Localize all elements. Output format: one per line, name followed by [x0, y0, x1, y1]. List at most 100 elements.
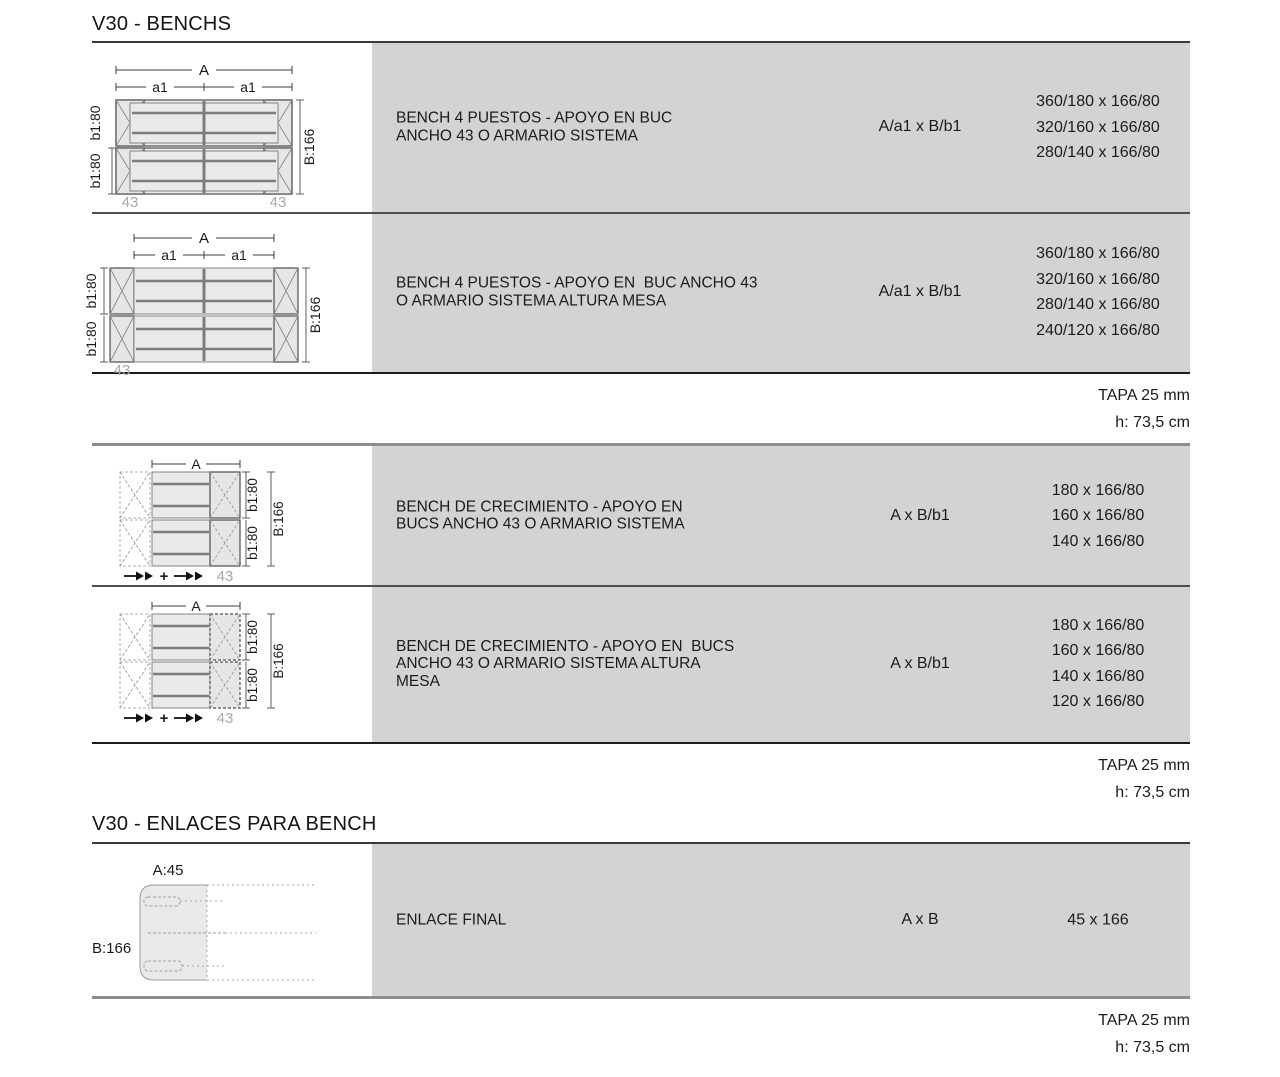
svg-text:A: A — [191, 598, 201, 614]
size-option: 160 x 166/80 — [1051, 642, 1145, 659]
dim-b1-label: b1:80 — [245, 478, 260, 512]
divider-line — [92, 41, 1190, 43]
svg-text:A: A — [199, 230, 209, 247]
description-line: BUCS ANCHO 43 O ARMARIO SISTEMA — [396, 515, 685, 533]
dimension-formula: A/a1 x B/b1 — [878, 118, 962, 135]
dim-b-label: B:166 — [271, 501, 286, 536]
height-note: h: 73,5 cm — [1115, 414, 1190, 431]
buc-width-label: 43 — [114, 362, 131, 376]
product-description: BENCH DE CRECIMIENTO - APOYO EN BUCS ANC… — [396, 637, 846, 690]
size-option: 360/180 x 166/80 — [1036, 245, 1160, 262]
dim-b1-label: b1:80 — [86, 273, 99, 308]
dim-b1-label: b1:80 — [245, 620, 260, 654]
spec-note: TAPA 25 mm h: 73,5 cm — [890, 1007, 1190, 1061]
dim-a: A — [115, 62, 293, 79]
growth-arrow-icon — [124, 713, 153, 723]
description-line: ANCHO 43 O ARMARIO SISTEMA — [396, 127, 639, 144]
description-line: ANCHO 43 O ARMARIO SISTEMA ALTURA — [396, 654, 701, 672]
dim-a: A — [133, 230, 275, 247]
bench-row-top — [151, 471, 241, 519]
buc-width-label: 43 — [217, 710, 234, 727]
product-row-bench-4-puestos-buc: BENCH 4 PUESTOS - APOYO EN BUC ANCHO 43 … — [0, 42, 1280, 212]
height-note: h: 73,5 cm — [1115, 1039, 1190, 1056]
bench-row-top — [151, 613, 241, 661]
size-option: 360/180 x 166/80 — [1036, 92, 1160, 110]
growth-arrow-icon — [174, 571, 203, 581]
size-option: 180 x 166/80 — [1051, 481, 1145, 499]
svg-text:a1: a1 — [240, 79, 256, 95]
section-title-enlaces: V30 - ENLACES PARA BENCH — [92, 813, 377, 835]
dimension-formula: A/a1 x B/b1 — [878, 283, 962, 300]
growth-arrow-icon — [124, 571, 153, 581]
growth-ghost-units — [119, 471, 151, 567]
dim-b1-label: b1:80 — [87, 153, 103, 188]
bench-row-top — [115, 99, 293, 147]
bench-crecimiento-diagram: A b1:80 b1:80 B:166 — [119, 456, 286, 585]
dim-b1-label: b1:80 — [86, 321, 99, 356]
bench-crecimiento-altura-mesa-diagram: A b1:80 b1:80 B:166 — [119, 598, 286, 727]
product-row-enlace-final: ENLACE FINAL A x B 45 x 166 — [0, 844, 1280, 996]
description-line: BENCH DE CRECIMIENTO - APOYO EN — [396, 498, 683, 515]
svg-text:A: A — [191, 456, 201, 472]
size-list: 45 x 166 — [1008, 907, 1188, 933]
dim-b-label: B:166 — [307, 296, 323, 333]
growth-arrow-icon — [174, 713, 203, 723]
description-line: O ARMARIO SISTEMA ALTURA MESA — [396, 292, 667, 309]
dim-b1-label: b1:80 — [87, 105, 103, 140]
description-line: BENCH 4 PUESTOS - APOYO EN BUC — [396, 109, 673, 127]
size-option: 45 x 166 — [1067, 911, 1129, 929]
bench-row-bottom — [115, 147, 293, 195]
description-line: BENCH 4 PUESTOS - APOYO EN BUC ANCHO 43 — [396, 274, 758, 292]
dimension-formula: A x B/b1 — [890, 654, 950, 672]
tapa-note: TAPA 25 mm — [1098, 1012, 1190, 1029]
dim-b1-label: b1:80 — [245, 526, 260, 560]
size-option: 120 x 166/80 — [1051, 693, 1145, 710]
dim-b-label: B:166 — [271, 643, 286, 678]
dim-b1-label: b1:80 — [245, 668, 260, 702]
section-top-line — [92, 443, 1190, 446]
spec-note: TAPA 25 mm h: 73,5 cm — [890, 382, 1190, 436]
size-option: 320/160 x 166/80 — [1036, 118, 1160, 136]
size-option: 240/120 x 166/80 — [1036, 321, 1160, 339]
divider-line — [92, 842, 1190, 844]
dim-a1: a1 a1 — [133, 247, 275, 263]
bench-4-puestos-buc-diagram: A a1 a1 b1:80 — [87, 62, 317, 208]
product-description: ENLACE FINAL — [396, 911, 846, 929]
description-line: BENCH DE CRECIMIENTO - APOYO EN BUCS — [396, 637, 735, 655]
enlace-final-diagram: A:45 B:166 — [92, 862, 316, 981]
size-option: 160 x 166/80 — [1051, 506, 1145, 524]
size-list: 360/180 x 166/80 320/160 x 166/80 280/14… — [1008, 89, 1188, 166]
bench-row-top — [109, 267, 299, 315]
enlace-width-label: A:45 — [153, 862, 184, 879]
spec-panel-bench-crecimiento — [372, 446, 1190, 742]
section-bottom-line — [92, 996, 1190, 999]
buc-width-label: 43 — [217, 568, 234, 585]
size-list: 360/180 x 166/80 320/160 x 166/80 280/14… — [1008, 241, 1188, 343]
product-description: BENCH 4 PUESTOS - APOYO EN BUC ANCHO 43 … — [396, 275, 846, 310]
buc-width-label: 43 — [270, 194, 287, 208]
height-note: h: 73,5 cm — [1115, 784, 1190, 801]
svg-text:A: A — [199, 62, 209, 79]
size-option: 140 x 166/80 — [1051, 532, 1145, 550]
product-row-bench-4-puestos-altura-mesa: BENCH 4 PUESTOS - APOYO EN BUC ANCHO 43 … — [0, 212, 1280, 372]
product-description: BENCH 4 PUESTOS - APOYO EN BUC ANCHO 43 … — [396, 110, 846, 145]
size-option: 280/140 x 166/80 — [1036, 296, 1160, 313]
section-title-benchs: V30 - BENCHS — [92, 13, 232, 35]
size-option: 280/140 x 166/80 — [1036, 143, 1160, 161]
spec-note: TAPA 25 mm h: 73,5 cm — [890, 752, 1190, 806]
bench-4-puestos-altura-mesa-diagram: A a1 a1 b1:80 b1:80 — [86, 230, 323, 376]
enlace-depth-label: B:166 — [92, 940, 131, 957]
bench-row-bottom — [109, 315, 299, 363]
svg-text:a1: a1 — [161, 247, 177, 263]
tapa-note: TAPA 25 mm — [1098, 757, 1190, 774]
section-bottom-line — [92, 742, 1190, 744]
row-divider-line — [92, 212, 1190, 214]
product-row-bench-crecimiento-altura-mesa: BENCH DE CRECIMIENTO - APOYO EN BUCS ANC… — [0, 585, 1280, 742]
spec-panel-enlaces — [372, 844, 1190, 996]
growth-ghost-units — [119, 613, 151, 709]
row-divider-line — [92, 585, 1190, 587]
svg-text:a1: a1 — [231, 247, 247, 263]
dim-a: A — [151, 598, 241, 614]
plus-label: + — [160, 568, 169, 585]
